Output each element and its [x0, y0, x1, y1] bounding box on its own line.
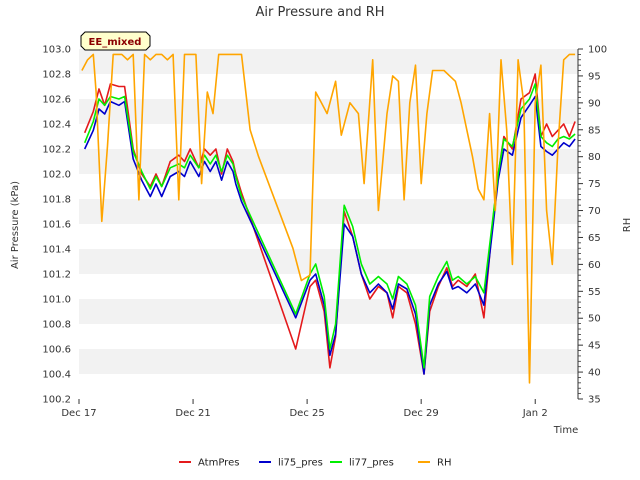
y2-tick-label: 70	[588, 206, 601, 217]
y-tick-label: 101.4	[42, 245, 71, 256]
y-tick-label: 100.2	[42, 395, 71, 406]
y2-tick-label: 40	[588, 368, 601, 379]
y-tick-label: 101.0	[42, 295, 71, 306]
x-tick-label: Dec 21	[175, 408, 210, 419]
y-tick-label: 102.6	[42, 95, 71, 106]
y-tick-label: 100.8	[42, 320, 71, 331]
x-tick-label: Dec 25	[289, 408, 324, 419]
grid-band	[79, 249, 578, 274]
y2-tick-label: 95	[588, 71, 601, 82]
x-tick-label: Jan 2	[522, 408, 548, 419]
grid-bands	[79, 49, 578, 374]
y-tick-label: 102.0	[42, 170, 71, 181]
y-tick-label: 102.4	[42, 120, 71, 131]
grid-band	[79, 299, 578, 324]
chart-title: Air Pressure and RH	[255, 5, 384, 20]
legend-label: AtmPres	[198, 458, 239, 469]
badge: EE_mixed	[80, 31, 151, 51]
y2-tick-label: 75	[588, 179, 601, 190]
series-line-li77_pres	[83, 83, 576, 369]
series-layer	[81, 53, 576, 384]
y2-tick-label: 80	[588, 152, 601, 163]
x-tick-label: Dec 29	[404, 408, 439, 419]
y2-axis-title: RH	[622, 218, 633, 232]
grid-band	[79, 199, 578, 224]
grid-band	[79, 149, 578, 174]
y2-tick-label: 100	[588, 45, 607, 56]
y-tick-label: 100.4	[42, 370, 71, 381]
axes: 100.2 100.4 100.6 100.8 101.0 101.2 101.4 101.6…	[42, 45, 607, 420]
series-line-rh	[81, 53, 576, 384]
y-tick-label: 102.8	[42, 70, 71, 81]
y-tick-label: 103.0	[42, 45, 71, 56]
series-line-li75_pres	[83, 95, 576, 375]
y-axis-title: Air Pressure (kPa)	[10, 181, 21, 269]
badge-label: EE_mixed	[89, 37, 142, 48]
y2-tick-label: 45	[588, 341, 601, 352]
legend-label: RH	[437, 458, 451, 469]
y2-tick-label: 50	[588, 314, 601, 325]
y-tick-label: 101.2	[42, 270, 71, 281]
legend-label: li77_pres	[349, 458, 394, 469]
y-tick-label: 101.8	[42, 195, 71, 206]
legend-label: li75_pres	[278, 458, 323, 469]
y2-tick-label: 35	[588, 395, 601, 406]
y2-tick-label: 60	[588, 260, 601, 271]
grid-band	[79, 99, 578, 124]
y2-tick-label: 85	[588, 125, 601, 136]
y-tick-label: 102.2	[42, 145, 71, 156]
grid-band	[79, 49, 578, 74]
y2-tick-label: 55	[588, 287, 601, 298]
y-tick-label: 101.6	[42, 220, 71, 231]
y2-tick-label: 90	[588, 98, 601, 109]
x-axis-title: Time	[553, 425, 578, 436]
badge-box	[80, 31, 151, 51]
x-tick-label: Dec 17	[61, 408, 96, 419]
y2-tick-label: 65	[588, 233, 601, 244]
y-tick-label: 100.6	[42, 345, 71, 356]
legend: AtmPres li75_pres li77_pres RH	[179, 458, 451, 469]
